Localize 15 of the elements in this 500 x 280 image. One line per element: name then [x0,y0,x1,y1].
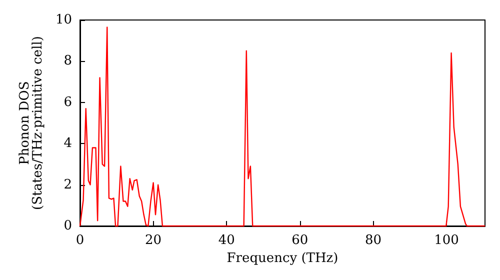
y-axis-title: Phonon DOS (States/THz·primitive cell) [18,36,46,210]
x-tick-label: 20 [145,233,162,248]
x-tick-label: 60 [292,233,308,248]
line-series [79,26,486,227]
y-tick-label: 4 [64,136,72,152]
x-tick-label: 80 [364,233,382,248]
y-tick-label: 10 [55,12,72,28]
y-tick-label: 8 [64,54,72,69]
y-tick-label: 2 [64,177,72,192]
x-tick-label: 40 [218,233,235,248]
y-tick-label: 0 [64,218,72,234]
x-tick-label: 100 [434,233,459,248]
y-tick-label: 6 [64,94,72,110]
x-tick-label: 0 [76,233,84,248]
x-axis-title: Frequency (THz) [226,250,338,266]
